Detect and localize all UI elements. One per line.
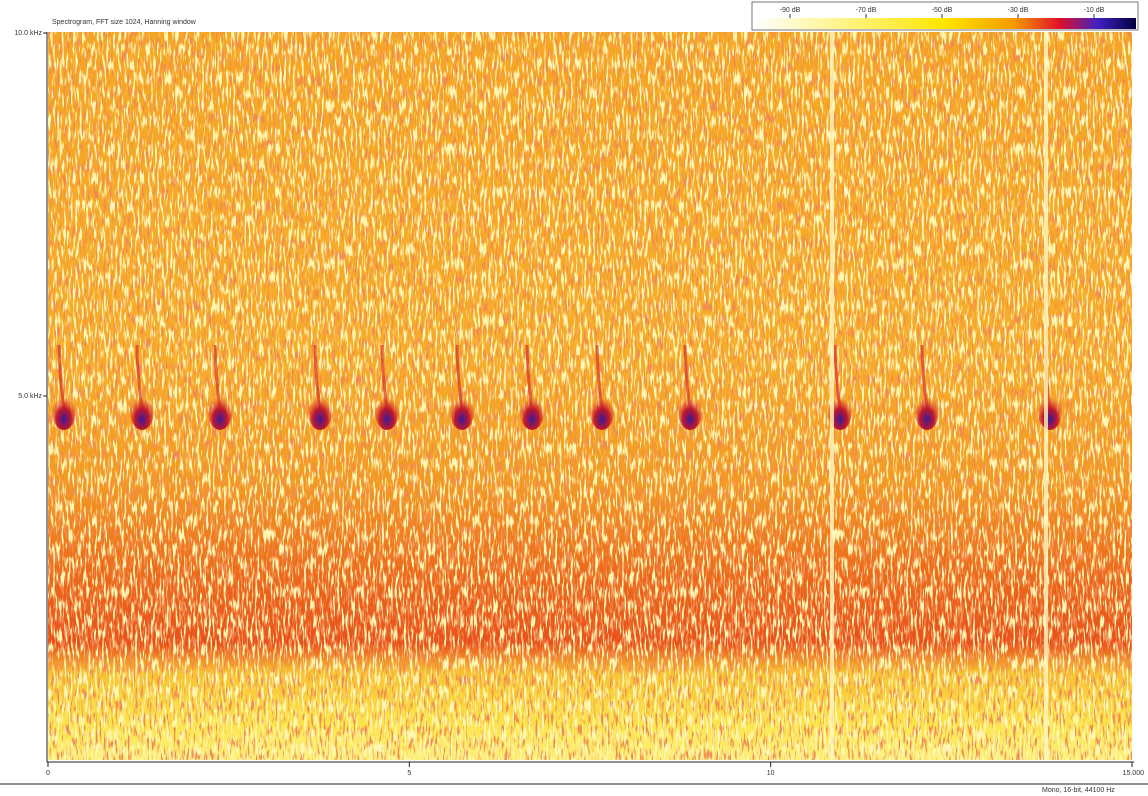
colorbar-label: -30 dB bbox=[1008, 7, 1029, 14]
x-tick-label: 5 bbox=[407, 770, 411, 777]
colorbar bbox=[754, 18, 1136, 29]
chirp bbox=[208, 394, 232, 430]
window-title: Spectrogram, FFT size 1024, Hanning wind… bbox=[52, 19, 197, 26]
x-tick-label: 0 bbox=[46, 770, 50, 777]
status-text: Mono, 16-bit, 44100 Hz bbox=[1042, 787, 1115, 794]
chirp bbox=[520, 394, 544, 430]
colorbar-label: -50 dB bbox=[932, 7, 953, 14]
chirp bbox=[375, 394, 399, 430]
chirp bbox=[678, 394, 702, 430]
colorbar-label: -90 dB bbox=[780, 7, 801, 14]
chirp bbox=[52, 394, 76, 430]
chirp bbox=[915, 394, 939, 430]
chirp bbox=[590, 394, 614, 430]
colorbar-label: -10 dB bbox=[1084, 7, 1105, 14]
y-tick-label: 5.0 kHz bbox=[18, 393, 42, 400]
chirp bbox=[450, 394, 474, 430]
colorbar-labels: -90 dB -70 dB -50 dB -30 dB -10 dB bbox=[780, 7, 1105, 18]
x-tick-label: 10 bbox=[767, 770, 775, 777]
colorbar-label: -70 dB bbox=[856, 7, 877, 14]
spectrogram bbox=[48, 32, 1132, 760]
x-tick-label: 15.000 bbox=[1123, 770, 1145, 777]
chirp bbox=[1038, 394, 1062, 430]
chirp bbox=[130, 394, 154, 430]
chirp bbox=[308, 394, 332, 430]
y-tick-label: 10.0 kHz bbox=[14, 30, 42, 37]
